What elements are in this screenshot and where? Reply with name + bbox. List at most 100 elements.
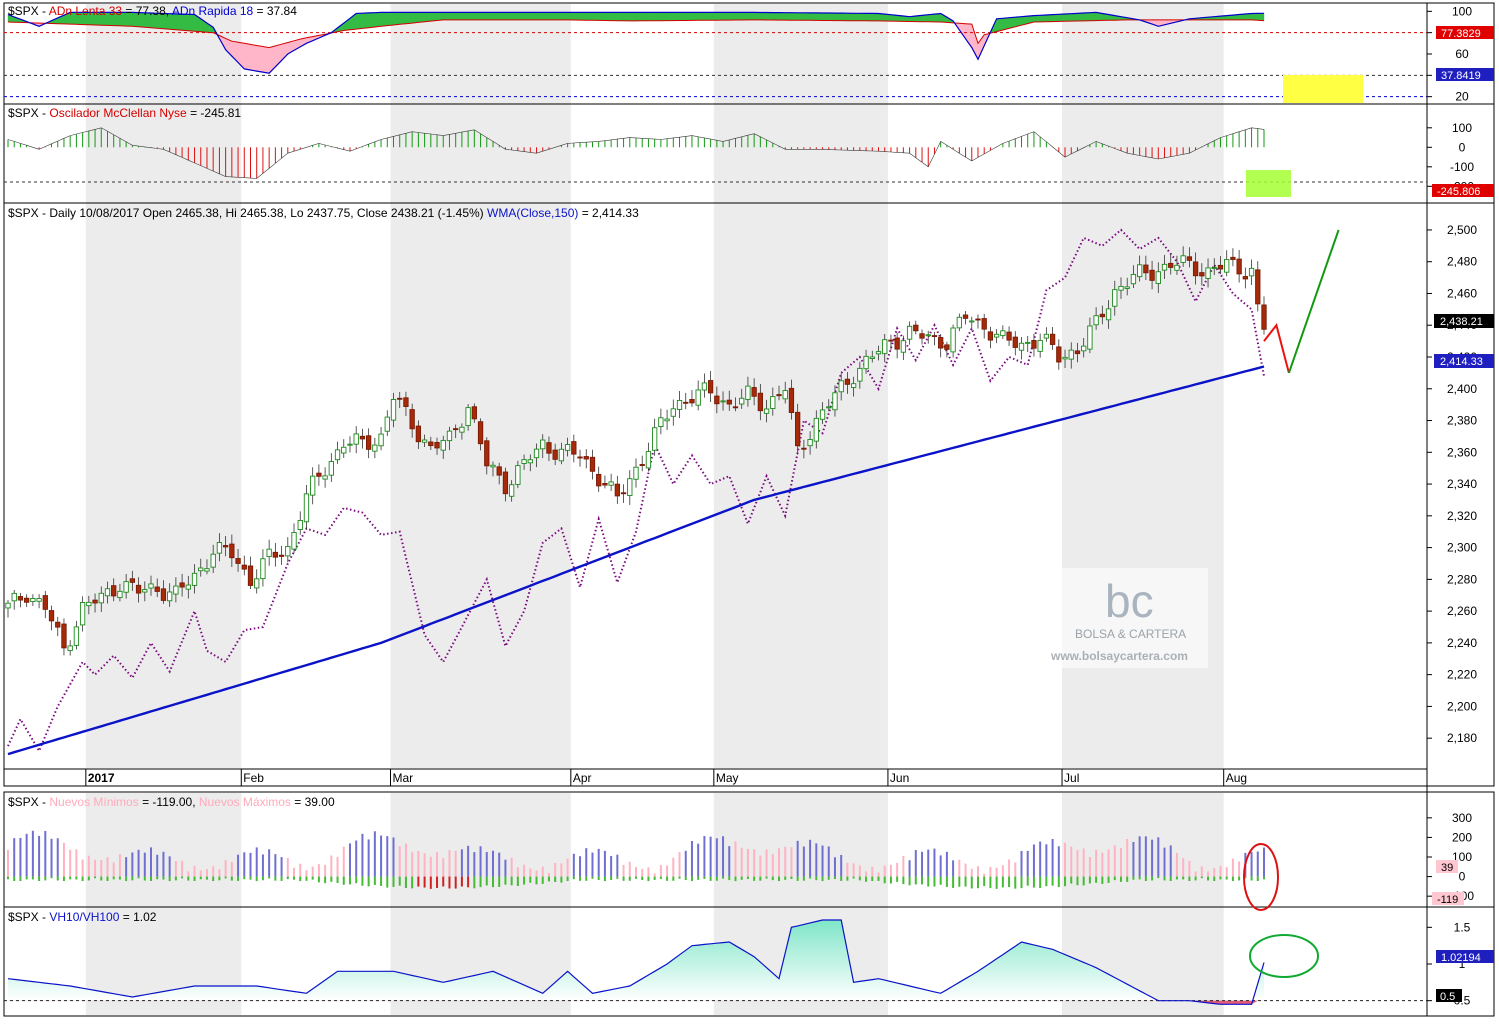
ytick-label: 1 [1459, 957, 1466, 971]
adn-fill-segment [492, 12, 500, 21]
candle-body [36, 598, 42, 602]
ytick-label: -100 [1450, 160, 1474, 174]
ytick-label: 20 [1455, 90, 1469, 104]
candle-body [30, 598, 36, 602]
candle-body [583, 456, 589, 460]
candle-body [788, 387, 795, 413]
candle-body [533, 448, 540, 459]
adn-fill-segment [847, 12, 854, 21]
candle-body [347, 443, 353, 446]
candle-body [770, 396, 776, 409]
adn-fill-segment [791, 12, 798, 21]
candle-body [459, 426, 465, 433]
adn-last-fast-tag: 37.8419 [1436, 68, 1494, 82]
candle-body [1118, 285, 1124, 291]
adn-fill-segment [685, 12, 693, 21]
candle-body [857, 367, 863, 382]
adn-fill-segment [1257, 13, 1265, 21]
adn-fill-segment [374, 12, 382, 28]
adn-fill-segment [430, 12, 438, 22]
adn-fill-segment [753, 12, 761, 21]
candle-body [229, 543, 235, 559]
candle-body [521, 459, 527, 464]
adn-fill-segment [387, 12, 394, 26]
adn-fill-segment [691, 12, 699, 21]
candle-body [608, 481, 614, 486]
candle-body [86, 601, 92, 607]
candle-body [900, 340, 907, 353]
candle-body [415, 425, 422, 443]
newhighslows-title: $SPX - Nuevos Mínimos = -119.00, Nuevos … [8, 795, 335, 809]
adn-fill-segment [772, 12, 780, 21]
adn-fill-segment [1089, 12, 1097, 21]
ytick-label: 2,360 [1447, 445, 1477, 459]
adn-fill-segment [536, 12, 543, 21]
adn-fill-segment [1251, 13, 1258, 21]
xtick-label: Apr [573, 771, 592, 785]
candle-body [1043, 333, 1050, 339]
candle-body [913, 324, 919, 332]
candle-body [695, 389, 701, 406]
adn-fill-segment [1046, 14, 1053, 22]
mcclellan-last-tag: -245.806 [1432, 184, 1494, 198]
svg-text:-119: -119 [1437, 894, 1458, 906]
adn-fill-segment [816, 12, 823, 21]
adn-fill-segment [610, 12, 618, 21]
candle-body [1149, 269, 1155, 281]
candle-body [440, 439, 446, 451]
adn-fill-segment [554, 12, 562, 21]
adn-fill-segment [511, 12, 519, 21]
candle-body [148, 583, 154, 589]
adn-fill-segment [803, 12, 811, 21]
adn-fill-segment [828, 12, 836, 21]
candle-body [303, 493, 310, 523]
ytick-label: 2,240 [1447, 636, 1477, 650]
adn-fill-segment [579, 12, 587, 21]
candle-body [652, 427, 658, 451]
adn-fill-segment [809, 12, 817, 21]
adn-fill-segment [635, 12, 643, 22]
adn-fill-segment [418, 12, 425, 23]
adn-fill-segment [1083, 12, 1091, 22]
candle-body [614, 483, 620, 497]
candle-body [720, 400, 726, 403]
adn-fill-segment [411, 12, 419, 24]
adn-fill-segment [598, 12, 606, 21]
adn-fill-segment [592, 12, 599, 21]
month-axis: 2017 Feb Mar Apr May Jun Jul Aug [85, 769, 1247, 786]
ytick-label: 0 [1459, 870, 1466, 884]
candle-body [160, 588, 167, 601]
candle-body [1236, 258, 1242, 275]
candlesticks [5, 246, 1267, 656]
month-band [390, 4, 571, 768]
candle-body [658, 417, 664, 427]
ytick-label: 2,320 [1447, 509, 1477, 523]
candle-body [763, 408, 770, 414]
adn-fill-segment [455, 12, 463, 21]
xtick-label: Mar [393, 771, 414, 785]
vhratio-last-tag: 1.02194 [1436, 950, 1494, 964]
candle-body [838, 380, 844, 393]
adn-fill-segment [673, 12, 680, 21]
candle-body [79, 602, 86, 626]
candle-body [1168, 262, 1174, 268]
candle-body [1099, 313, 1105, 318]
candle-body [1242, 276, 1248, 280]
candle-body [179, 582, 185, 588]
candle-body [471, 406, 477, 420]
candle-body [378, 433, 384, 447]
ytick-label: 2,460 [1447, 286, 1477, 300]
candle-body [1105, 308, 1112, 321]
ytick-label: 2,200 [1447, 699, 1477, 713]
adn-fill-segment [362, 12, 369, 29]
ytick-label: 2,220 [1447, 668, 1477, 682]
adn-fill-segment [1071, 13, 1078, 22]
candle-body [490, 464, 496, 468]
adn-fill-segment [443, 12, 450, 21]
adn-fill-segment [648, 12, 655, 21]
candle-body [1006, 331, 1012, 341]
candle-body [254, 578, 260, 589]
vhratio-panel: $SPX - VH10/VH100 = 1.02 1.5 1 0.5 1.02194… [4, 910, 1494, 1008]
candle-body [1143, 264, 1149, 274]
adn-fill-segment [256, 45, 264, 73]
